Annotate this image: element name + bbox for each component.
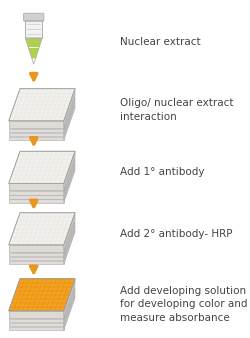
Polygon shape [9,151,75,183]
Polygon shape [9,213,75,245]
Bar [25,20,42,38]
Polygon shape [25,38,42,58]
Polygon shape [64,213,75,251]
Text: Oligo/ nuclear extract
interaction: Oligo/ nuclear extract interaction [120,98,234,122]
Polygon shape [9,319,64,322]
Polygon shape [9,195,64,199]
Polygon shape [64,89,75,127]
Polygon shape [64,287,75,322]
Bar [25,20,42,38]
Polygon shape [9,323,64,326]
Polygon shape [9,133,64,136]
Polygon shape [64,295,75,330]
Polygon shape [9,89,75,121]
Polygon shape [64,225,75,260]
Polygon shape [9,257,64,260]
Polygon shape [64,101,75,136]
Polygon shape [9,191,64,195]
Polygon shape [64,159,75,195]
FancyBboxPatch shape [24,13,44,21]
Polygon shape [9,253,64,256]
Polygon shape [9,129,64,132]
Polygon shape [9,199,64,203]
Polygon shape [64,229,75,264]
Polygon shape [9,327,64,330]
Polygon shape [64,163,75,199]
Polygon shape [64,97,75,132]
Polygon shape [64,105,75,140]
Polygon shape [9,121,64,127]
Polygon shape [9,245,64,251]
Polygon shape [64,151,75,190]
Polygon shape [64,221,75,256]
Polygon shape [64,279,75,318]
Text: Add 1° antibody: Add 1° antibody [120,167,204,177]
Text: Nuclear extract: Nuclear extract [120,37,200,47]
Polygon shape [9,183,64,190]
Polygon shape [9,279,75,311]
Text: Add developing solution
for developing color and
measure absorbance: Add developing solution for developing c… [120,286,248,323]
Polygon shape [64,167,75,203]
Polygon shape [64,291,75,326]
Polygon shape [9,261,64,264]
Polygon shape [9,137,64,140]
Text: Add 2° antibody- HRP: Add 2° antibody- HRP [120,229,232,239]
Polygon shape [9,311,64,318]
